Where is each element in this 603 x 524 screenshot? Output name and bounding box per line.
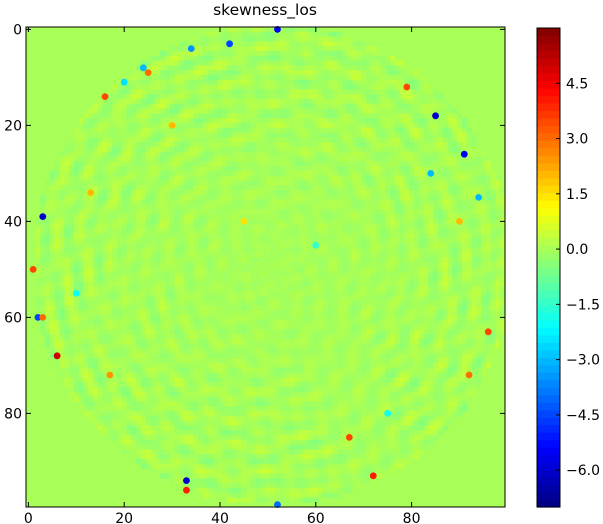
hot-spot <box>312 242 320 249</box>
hot-spot <box>29 266 37 273</box>
colorbar-tick-label: 1.5 <box>566 187 588 203</box>
x-tick-label: 20 <box>115 511 133 524</box>
colorbar-tick-label: −3.0 <box>566 353 600 369</box>
hot-spot <box>120 78 128 86</box>
hot-spot <box>274 26 281 33</box>
hot-spot <box>39 314 47 321</box>
hot-spot <box>187 45 195 52</box>
hot-spot <box>106 371 114 379</box>
x-axis: 0 20 40 60 80 <box>24 27 421 524</box>
hot-spot <box>53 352 61 360</box>
y-tick-label: 40 <box>4 214 22 230</box>
hot-spot <box>345 434 353 441</box>
hot-spot <box>183 477 190 484</box>
hot-spot <box>484 328 492 336</box>
plot-frame <box>25 26 506 508</box>
colorbar: −6.0 −4.5 −3.0 −1.5 0.0 1.5 3.0 4.5 <box>536 27 600 508</box>
x-tick-label: 40 <box>211 511 229 524</box>
hot-spot <box>226 40 233 48</box>
hot-spot <box>369 472 377 480</box>
colorbar-tick-label: 0.0 <box>566 242 588 258</box>
y-tick-label: 60 <box>4 310 22 326</box>
hot-spot <box>240 218 248 225</box>
hot-spot <box>432 112 439 120</box>
hot-spot <box>183 486 190 494</box>
hot-spot <box>465 371 473 379</box>
hot-spot <box>144 69 152 76</box>
y-tick-label: 80 <box>4 406 22 422</box>
colorbar-frame <box>536 27 561 508</box>
hot-spot <box>34 314 42 321</box>
hot-spot <box>39 213 47 221</box>
colorbar-tick-label: 3.0 <box>566 132 588 148</box>
x-tick-label: 80 <box>403 511 421 524</box>
chart-title: skewness_los <box>213 1 317 20</box>
colorbar-tick-label: −1.5 <box>566 297 600 313</box>
x-tick-label: 0 <box>24 511 33 524</box>
hot-spot <box>87 189 95 197</box>
hot-spot <box>274 501 281 508</box>
colorbar-tick-label: 4.5 <box>566 76 588 92</box>
colorbar-tick-label: −6.0 <box>566 463 600 479</box>
y-tick-label: 20 <box>4 118 22 134</box>
y-axis: 0 20 40 60 80 <box>4 22 505 422</box>
colorbar-tick-label: −4.5 <box>566 408 600 424</box>
x-tick-label: 60 <box>307 511 325 524</box>
hot-spot <box>101 93 109 100</box>
hot-spot <box>456 218 463 225</box>
heatmap-image <box>26 26 506 508</box>
hot-spot <box>460 150 468 158</box>
hot-spot <box>403 83 411 91</box>
hot-spot <box>427 170 435 177</box>
hot-spot <box>139 64 147 72</box>
hot-spot <box>168 122 176 129</box>
hot-spot <box>72 290 80 297</box>
hot-spot <box>475 194 483 201</box>
y-tick-label: 0 <box>13 22 22 38</box>
hot-spot <box>384 410 392 417</box>
